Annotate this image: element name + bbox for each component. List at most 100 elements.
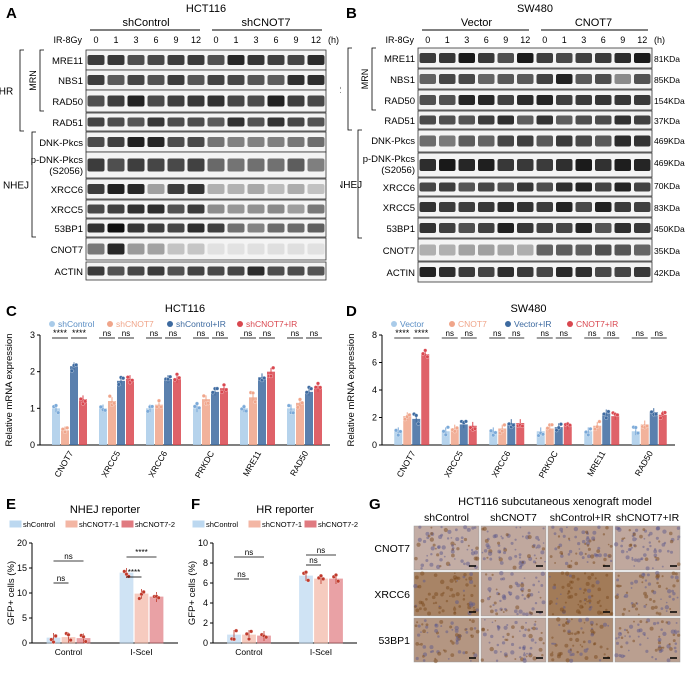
- blot-band: [478, 202, 495, 212]
- bar: [554, 427, 563, 445]
- significance-label: ns: [465, 329, 473, 338]
- blot-band: [556, 159, 573, 171]
- data-point: [319, 573, 323, 578]
- legend-marker: [107, 321, 113, 327]
- blot-band: [595, 159, 612, 171]
- data-point: [394, 428, 398, 433]
- data-point: [249, 629, 254, 634]
- ihc-image: [413, 525, 480, 571]
- chart-title: NHEJ reporter: [70, 504, 141, 516]
- ihc-image: [480, 570, 547, 617]
- chart-title: HR reporter: [256, 504, 314, 516]
- blot-band: [419, 135, 436, 147]
- blot-band: [187, 75, 205, 85]
- panel-letter: D: [346, 303, 357, 320]
- ihc-column-label: shControl+IR: [550, 512, 612, 524]
- blot-band: [267, 158, 285, 172]
- legend-label: shControl: [23, 520, 55, 529]
- blot-band: [167, 158, 185, 172]
- y-tick-label: 0: [203, 638, 208, 648]
- data-point: [425, 354, 430, 359]
- blot-band: [634, 267, 651, 277]
- data-point: [54, 403, 58, 408]
- bar: [52, 408, 60, 445]
- blot-band: [107, 137, 125, 147]
- blot-band: [634, 244, 651, 256]
- unit-label: (h): [654, 35, 665, 45]
- blot-band: [536, 182, 553, 192]
- blot-band: [458, 159, 475, 171]
- data-point: [636, 431, 640, 436]
- blot-band: [556, 115, 573, 125]
- blot-band: [187, 204, 205, 214]
- blot-strip: [417, 177, 653, 197]
- data-point: [107, 394, 112, 399]
- data-point: [597, 419, 602, 424]
- blot-band: [419, 74, 436, 84]
- legend-marker: [167, 321, 173, 327]
- data-point: [224, 387, 229, 392]
- ihc-image: [413, 617, 480, 664]
- data-point: [489, 428, 493, 433]
- data-point: [156, 595, 161, 600]
- legend-label: CNOT7: [458, 319, 487, 329]
- blot-band: [187, 117, 205, 127]
- data-point: [654, 412, 658, 417]
- blot-strip: [85, 89, 327, 113]
- y-tick-label: 0: [22, 638, 27, 648]
- bar: [70, 366, 78, 445]
- data-point: [403, 417, 408, 422]
- bar: [193, 408, 201, 445]
- y-tick-label: 1: [30, 403, 35, 413]
- blot-band: [575, 223, 592, 233]
- blot-strip: [417, 89, 653, 111]
- data-point: [295, 405, 300, 410]
- data-point: [197, 405, 202, 410]
- molecular-weight-label: 469KDa: [654, 158, 685, 168]
- blot-band: [287, 117, 305, 127]
- data-point: [201, 393, 206, 398]
- blot-band: [595, 244, 612, 256]
- bar: [459, 424, 468, 445]
- y-tick-label: 4: [203, 598, 208, 608]
- bar: [649, 412, 658, 445]
- blot-band: [556, 244, 573, 256]
- legend-label: shControl+IR: [176, 319, 226, 329]
- y-tick-label: 10: [198, 538, 208, 548]
- blot-band: [478, 182, 495, 192]
- blot-strip: [417, 129, 653, 153]
- blot-band: [595, 223, 612, 233]
- timepoint-label: 0: [542, 35, 547, 45]
- panel-c: C HCT116 shControl shCNOT7 shControl+IR shCNO…: [0, 300, 340, 500]
- blot-band: [595, 182, 612, 192]
- data-point: [407, 412, 412, 417]
- molecular-weight-label: 70KDa: [654, 181, 680, 191]
- protein-label: RAD51: [384, 116, 415, 127]
- chart-title: SW480: [510, 303, 546, 315]
- blot-band: [307, 266, 325, 276]
- significance-label: ns: [57, 574, 65, 583]
- panel-b-western-blot: B SW480 Vector CNOT7 IR-8Gy 0 1 3 6 9 12 0 1 3 6 9 12 (h)…: [327, 3, 685, 283]
- blot-band: [517, 135, 534, 147]
- y-axis-label: GFP+ cells (%): [187, 561, 198, 625]
- legend-label: shCNOT7-1: [262, 520, 302, 529]
- data-point: [98, 405, 103, 409]
- significance-label: ns: [122, 329, 130, 338]
- data-point: [141, 590, 146, 594]
- blot-band: [227, 204, 245, 214]
- blot-band: [307, 223, 325, 233]
- molecular-weight-label: 42KDa: [654, 268, 680, 278]
- data-point: [416, 421, 421, 426]
- x-tick-label: I-SceI: [310, 647, 332, 657]
- timepoint-label: 9: [503, 35, 508, 45]
- x-tick-label: CNOT7: [52, 449, 75, 479]
- data-point: [195, 401, 199, 406]
- blot-band: [207, 266, 225, 276]
- blot-band: [167, 243, 185, 255]
- blot-band: [536, 135, 553, 147]
- blot-band: [287, 137, 305, 147]
- bar: [403, 416, 412, 445]
- data-point: [595, 424, 600, 429]
- protein-label: 53BP1: [54, 224, 83, 235]
- blot-band: [478, 95, 495, 105]
